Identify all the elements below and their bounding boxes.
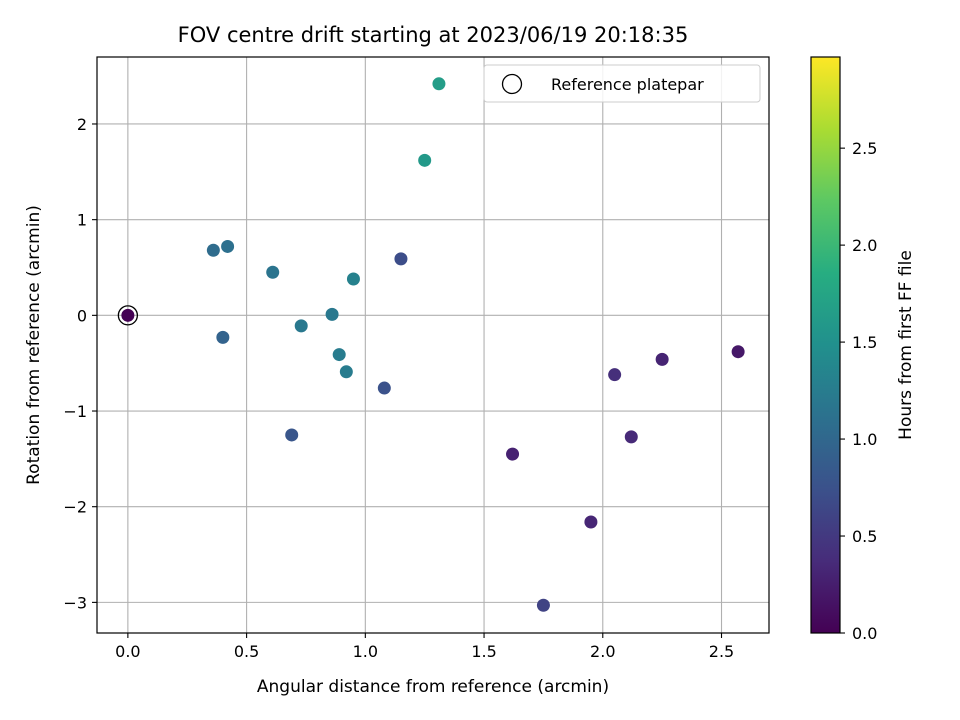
x-tick-label-5: 2.5 (709, 642, 734, 661)
grid-lines (97, 57, 769, 633)
data-point-1 (731, 345, 745, 359)
data-point-0 (121, 308, 135, 322)
colorbar-tick-label-4: 2.0 (852, 236, 877, 255)
colorbar-ticks: 0.0 0.5 1.0 1.5 2.0 2.5 (840, 139, 877, 643)
legend: Reference platepar (483, 64, 761, 103)
x-axis-label: Angular distance from reference (arcmin) (257, 677, 609, 697)
y-tick-label-1: −2 (63, 498, 87, 517)
x-tick-label-2: 1.0 (353, 642, 378, 661)
data-point-18 (339, 365, 353, 379)
x-tick-label-3: 1.5 (471, 642, 496, 661)
plot-area-frame (96, 56, 770, 634)
legend-entry-label: Reference platepar (551, 75, 704, 94)
colorbar-gradient (811, 57, 840, 633)
y-tick-label-5: 2 (77, 115, 87, 134)
data-point-2 (655, 352, 669, 366)
x-axis-ticks: 0.0 0.5 1.0 1.5 2.0 2.5 (115, 633, 734, 661)
data-points (121, 77, 745, 612)
reference-platepar-marker (117, 305, 139, 326)
colorbar-frame (810, 56, 841, 634)
colorbar-tick-label-2: 1.0 (852, 430, 877, 449)
data-point-21 (432, 77, 446, 91)
data-point-12 (206, 243, 220, 257)
x-tick-label-0: 0.0 (115, 642, 140, 661)
colorbar-tick-label-1: 0.5 (852, 527, 877, 546)
y-axis-label: Rotation from reference (arcmin) (24, 205, 44, 485)
y-tick-label-2: −1 (63, 402, 87, 421)
x-tick-label-1: 0.5 (234, 642, 259, 661)
data-point-13 (221, 239, 235, 253)
colorbar-label: Hours from first FF file (896, 250, 916, 440)
data-point-8 (394, 252, 408, 266)
data-point-9 (377, 381, 391, 395)
reference-marker-layer (117, 305, 139, 326)
colorbar-tick-label-5: 2.5 (852, 139, 877, 158)
legend-box (483, 64, 761, 103)
data-point-17 (332, 348, 346, 362)
chart-title: FOV centre drift starting at 2023/06/19 … (178, 23, 689, 47)
data-point-6 (506, 447, 520, 461)
data-point-10 (285, 428, 299, 442)
data-point-5 (584, 515, 598, 529)
colorbar-tick-label-3: 1.5 (852, 333, 877, 352)
y-tick-label-4: 1 (77, 211, 87, 230)
y-tick-label-0: −3 (63, 593, 87, 612)
data-point-3 (624, 430, 638, 444)
data-point-7 (536, 598, 550, 612)
x-tick-label-4: 2.0 (590, 642, 615, 661)
colorbar-tick-label-0: 0.0 (852, 624, 877, 643)
data-point-4 (608, 368, 622, 382)
data-point-14 (266, 265, 280, 279)
y-axis-ticks: −3 −2 −1 0 1 2 (63, 115, 97, 612)
legend-hollow-circle-icon (501, 73, 523, 95)
data-point-19 (346, 272, 360, 286)
data-point-20 (418, 153, 432, 167)
data-point-11 (216, 330, 230, 344)
data-point-15 (294, 319, 308, 333)
data-point-16 (325, 307, 339, 321)
y-tick-label-3: 0 (77, 306, 87, 325)
